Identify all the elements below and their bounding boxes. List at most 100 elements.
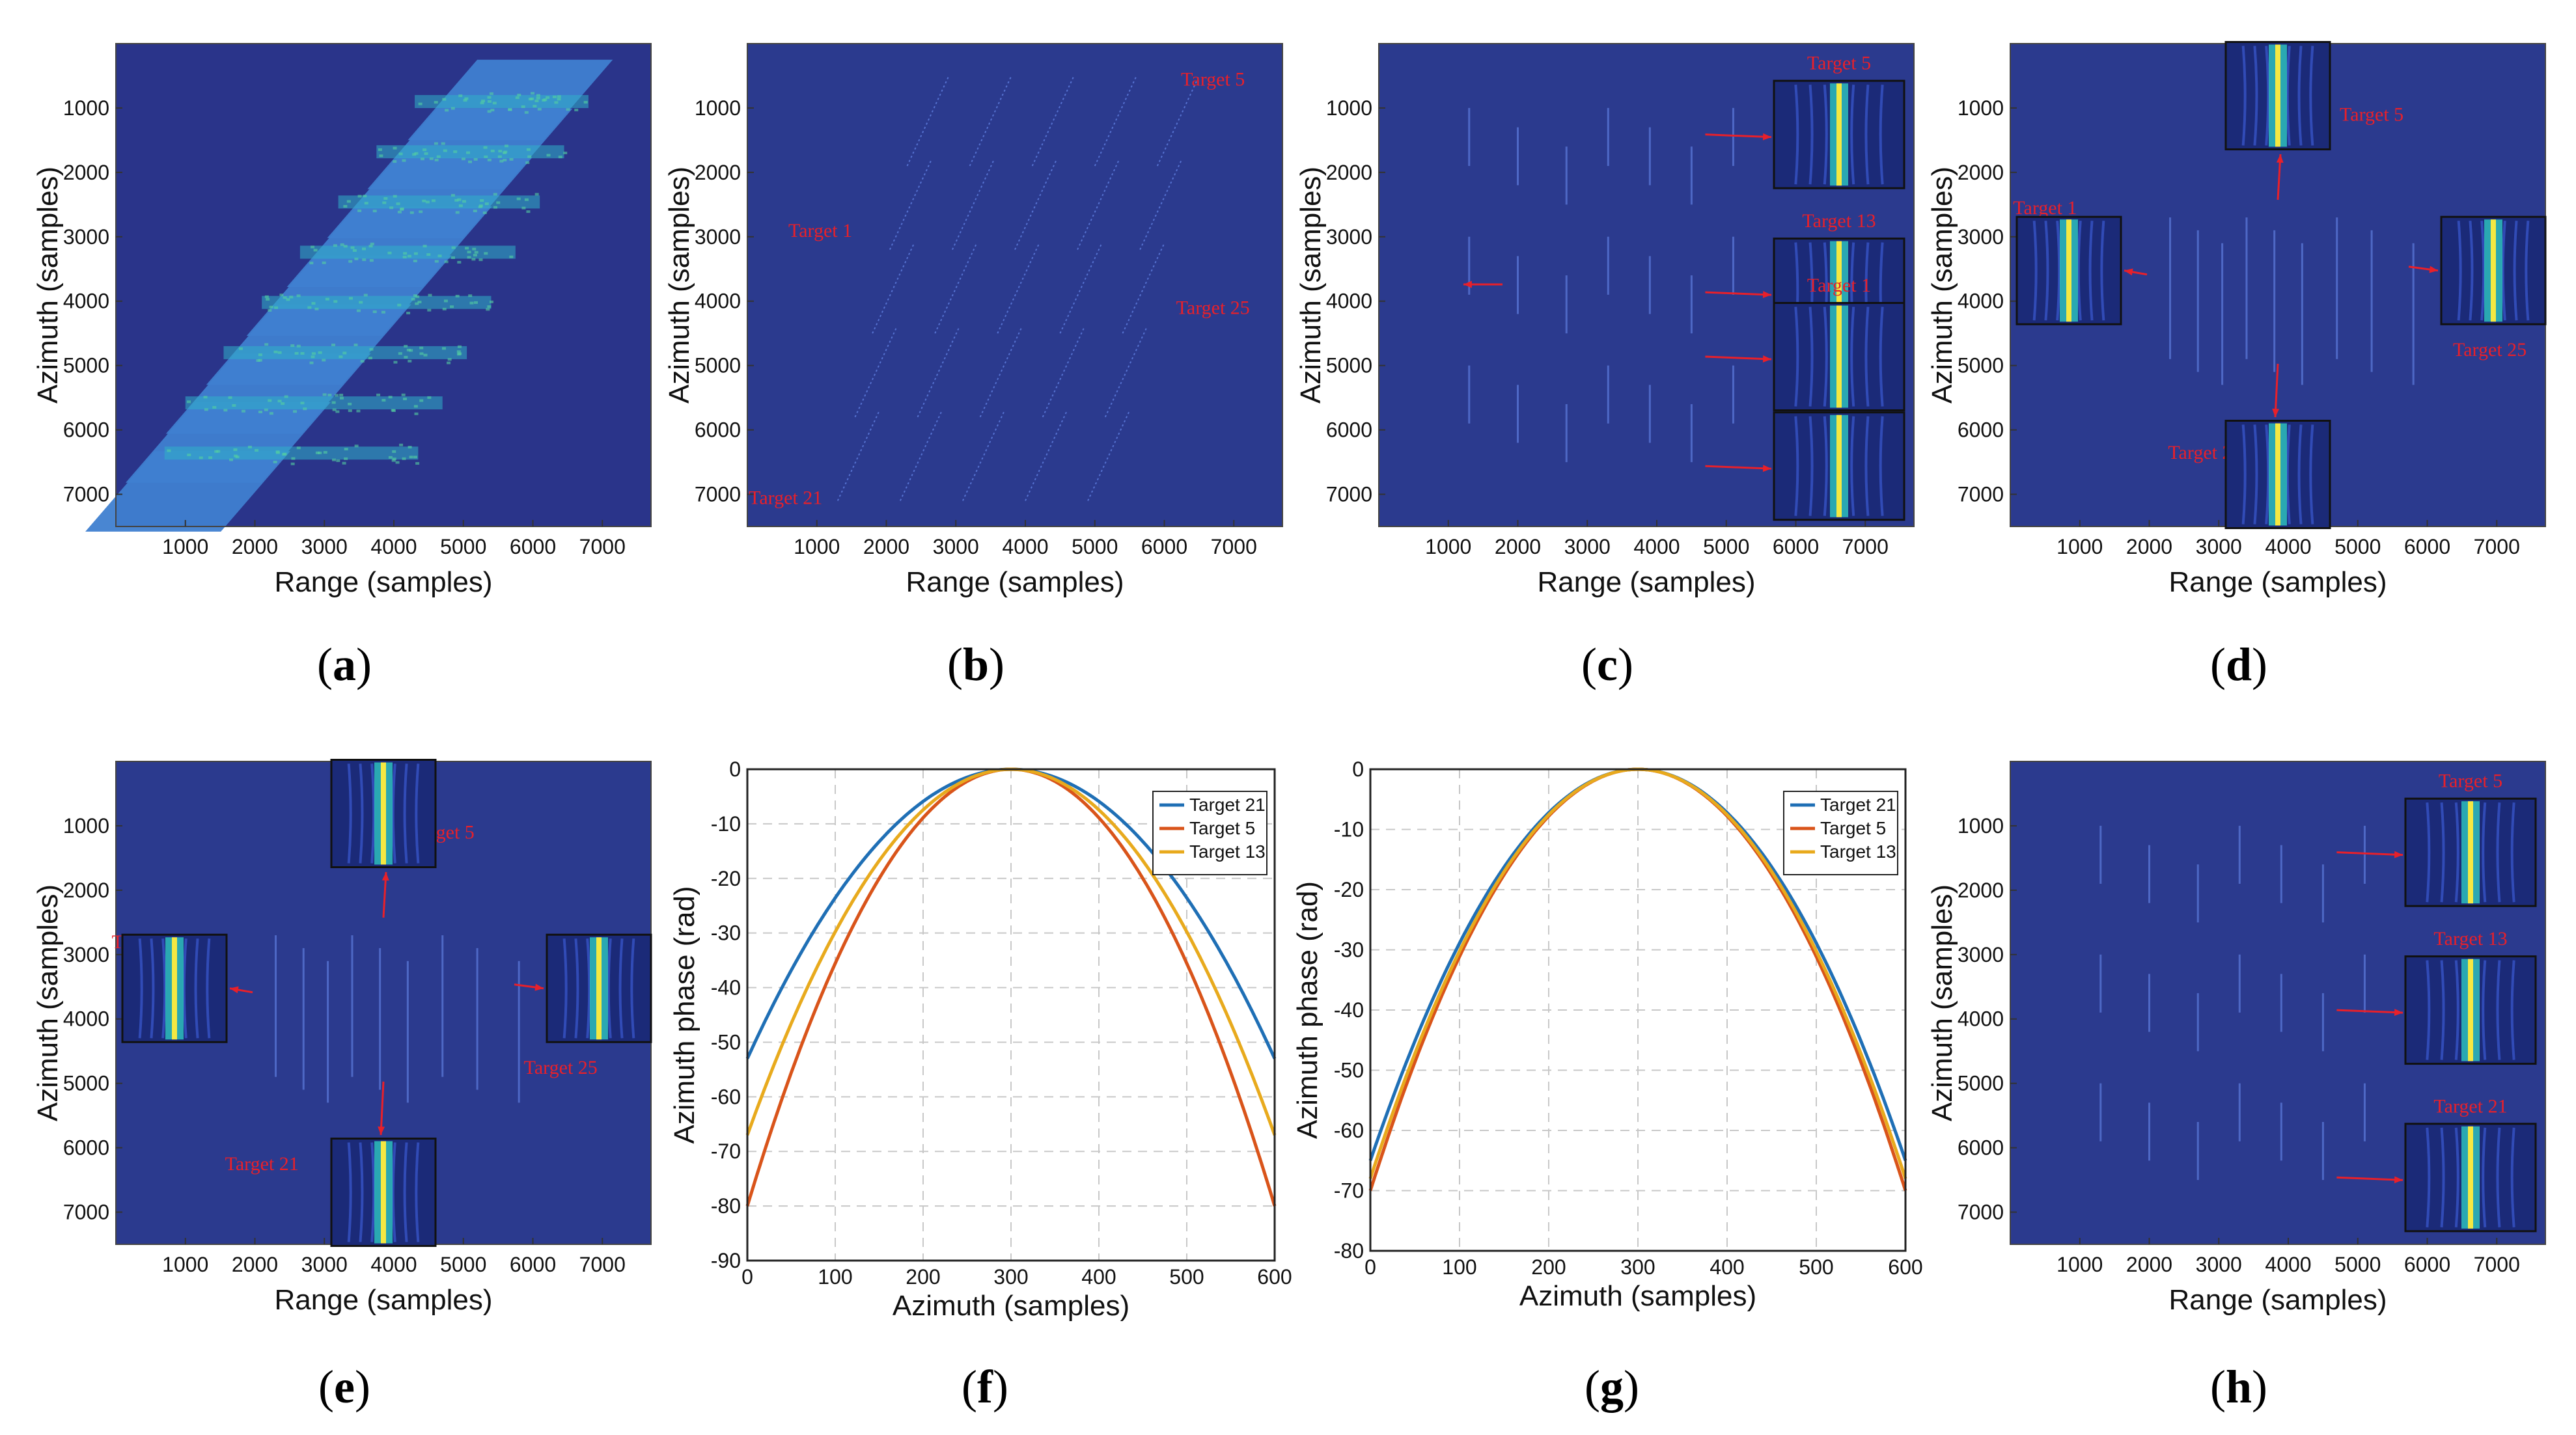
- axes-frame: [1378, 43, 1915, 527]
- y-tick-label: -90: [711, 1249, 741, 1272]
- arrow-head: [1463, 280, 1472, 288]
- caption-letter: b: [963, 638, 989, 690]
- inset-c: [1773, 411, 1905, 521]
- speckle: [463, 99, 467, 102]
- speckle: [242, 409, 246, 413]
- speckle: [428, 294, 432, 297]
- inset-sidelobe: [1850, 307, 1855, 407]
- y-tick-label: 3000: [63, 225, 109, 249]
- speckle: [392, 450, 396, 453]
- panel-caption: (d): [2210, 638, 2267, 690]
- inset-sidelobe: [586, 938, 591, 1039]
- speckle: [557, 95, 561, 98]
- y-axis-label: Azimuth (samples): [32, 167, 64, 403]
- target-streak: [854, 326, 898, 418]
- inset-e: [121, 933, 228, 1043]
- inset-line: [596, 937, 602, 1040]
- speckle: [537, 107, 542, 111]
- panel-c: 1000 2000 3000 4000 5000 6000 7000 1000 2000 3000…: [1295, 43, 1915, 690]
- speckle: [335, 394, 339, 397]
- speckle: [342, 351, 347, 355]
- inset-sidelobe: [403, 763, 408, 864]
- speckle: [427, 308, 432, 312]
- speckle: [458, 204, 463, 208]
- y-axis-label: Azimuth (samples): [1926, 884, 1958, 1121]
- speckle: [354, 444, 359, 448]
- inset-sidelobe: [1850, 85, 1855, 185]
- inset-sidelobe: [2480, 221, 2486, 321]
- speckle: [552, 95, 557, 98]
- target-streak: [1077, 159, 1120, 251]
- speckle: [515, 96, 519, 100]
- arrow-head: [2124, 268, 2133, 276]
- x-tick-label: 5000: [2334, 1253, 2381, 1276]
- speckle: [372, 310, 377, 314]
- speckle: [473, 254, 477, 257]
- y-axis-label: Azimuth (samples): [663, 167, 695, 403]
- speckle: [533, 105, 537, 108]
- inset-sidelobe: [2496, 960, 2501, 1060]
- caption-paren-open: (: [1585, 1361, 1600, 1413]
- speckle: [521, 105, 525, 108]
- y-tick-label: 0: [729, 758, 741, 781]
- target-label: Target 5: [1807, 53, 1871, 74]
- target-label: Target 21: [749, 487, 822, 508]
- inset-sidelobe: [2440, 960, 2445, 1060]
- speckle: [531, 92, 535, 95]
- speckle: [450, 107, 455, 110]
- inset-h: [2404, 797, 2537, 907]
- inset-sidelobe: [2309, 46, 2314, 146]
- panel-caption: (f): [962, 1361, 1008, 1413]
- inset-sidelobe: [1879, 416, 1884, 516]
- speckle: [323, 451, 327, 454]
- caption-paren-open: (: [947, 638, 963, 690]
- axes-frame: [2010, 761, 2546, 1245]
- speckle: [492, 102, 497, 105]
- inset-sidelobe: [2265, 46, 2270, 146]
- speckle: [478, 258, 483, 262]
- speckle: [496, 201, 501, 204]
- y-tick-label: -50: [711, 1030, 741, 1054]
- y-tick-label: 6000: [695, 418, 741, 442]
- speckle: [574, 109, 579, 112]
- x-tick-label: 6000: [1773, 535, 1819, 558]
- panel-caption: (b): [947, 638, 1004, 690]
- speckle-band: [185, 396, 443, 410]
- speckle: [187, 453, 191, 456]
- x-tick-label: 6000: [510, 1253, 556, 1276]
- inset-sidelobe: [2469, 221, 2474, 321]
- speckle: [473, 157, 478, 161]
- speckle: [291, 457, 296, 460]
- target-label: Target 13: [1802, 210, 1876, 232]
- speckle: [534, 193, 539, 196]
- y-tick-label: 3000: [1326, 225, 1372, 249]
- speckle: [283, 296, 287, 299]
- caption-paren-close: ): [989, 638, 1004, 690]
- speckle: [474, 251, 478, 254]
- speckle: [431, 199, 436, 202]
- speckle: [364, 202, 368, 205]
- speckle: [415, 295, 420, 298]
- speckle: [378, 148, 382, 151]
- y-tick-label: 6000: [1958, 1136, 2004, 1160]
- x-tick-label: 200: [906, 1265, 940, 1289]
- speckle: [542, 99, 546, 102]
- inset-sidelobe: [182, 938, 187, 1039]
- x-tick-label: 2000: [1495, 535, 1541, 558]
- x-tick-label: 600: [1888, 1255, 1922, 1279]
- y-tick-label: 2000: [63, 879, 109, 902]
- speckle: [429, 157, 434, 160]
- panel-caption: (a): [317, 638, 372, 690]
- speckle: [490, 109, 495, 112]
- inset-e: [330, 759, 437, 868]
- speckle: [437, 254, 442, 258]
- speckle: [187, 400, 191, 403]
- inset-sidelobe: [206, 938, 211, 1039]
- speckle: [325, 297, 329, 301]
- inset-line: [1836, 241, 1842, 344]
- speckle: [527, 155, 532, 158]
- x-tick-label: 3000: [1564, 535, 1611, 558]
- y-tick-label: 2000: [1326, 161, 1372, 184]
- inset-sidelobe: [415, 1142, 420, 1242]
- speckle: [418, 102, 422, 105]
